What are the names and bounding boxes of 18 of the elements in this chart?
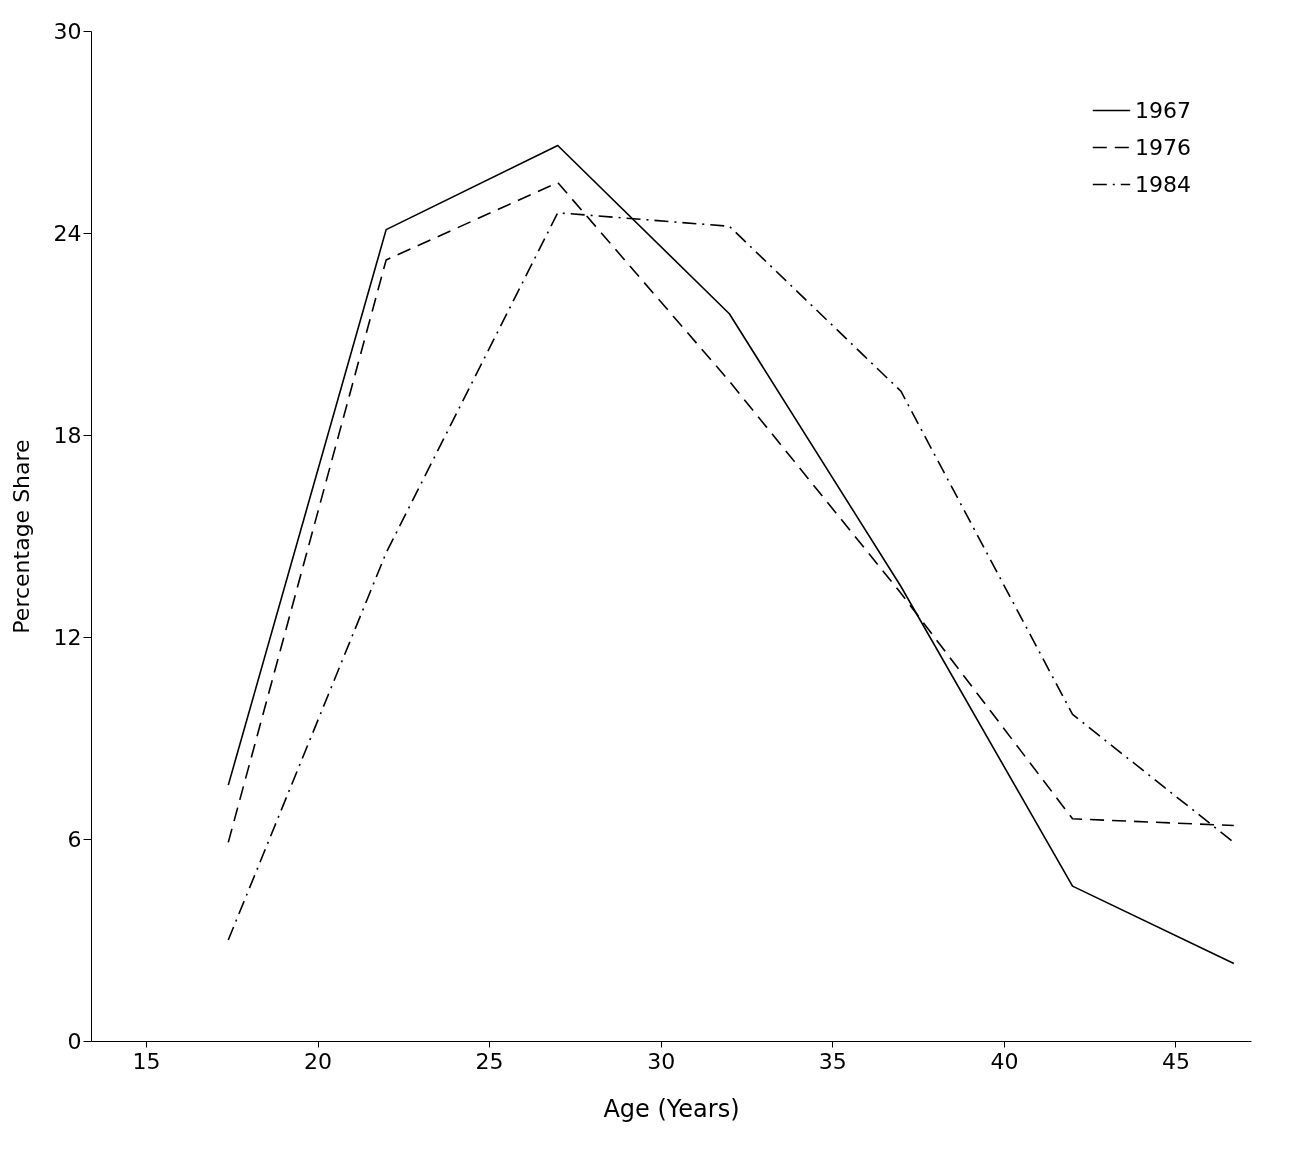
y-tick-label: 0 bbox=[67, 1028, 82, 1054]
x-tick-label: 45 bbox=[1162, 1048, 1190, 1074]
x-tick-label: 20 bbox=[304, 1048, 333, 1074]
y-tick-label: 6 bbox=[67, 826, 82, 852]
legend-label: 1984 bbox=[1135, 171, 1191, 197]
y-tick-label: 12 bbox=[53, 624, 82, 650]
legend-label: 1967 bbox=[1135, 97, 1191, 123]
y-tick-label: 30 bbox=[53, 18, 82, 44]
x-tick-label: 15 bbox=[132, 1048, 161, 1074]
legend-label: 1976 bbox=[1135, 134, 1191, 160]
y-tick-label: 18 bbox=[53, 422, 82, 448]
x-tick-label: 35 bbox=[818, 1048, 847, 1074]
x-axis-title: Age (Years) bbox=[603, 1094, 740, 1123]
x-tick-label: 30 bbox=[647, 1048, 676, 1074]
x-tick-label: 40 bbox=[990, 1048, 1019, 1074]
x-tick-label: 25 bbox=[475, 1048, 504, 1074]
y-axis-title: Percentage Share bbox=[8, 439, 34, 634]
y-tick-label: 24 bbox=[53, 220, 82, 246]
